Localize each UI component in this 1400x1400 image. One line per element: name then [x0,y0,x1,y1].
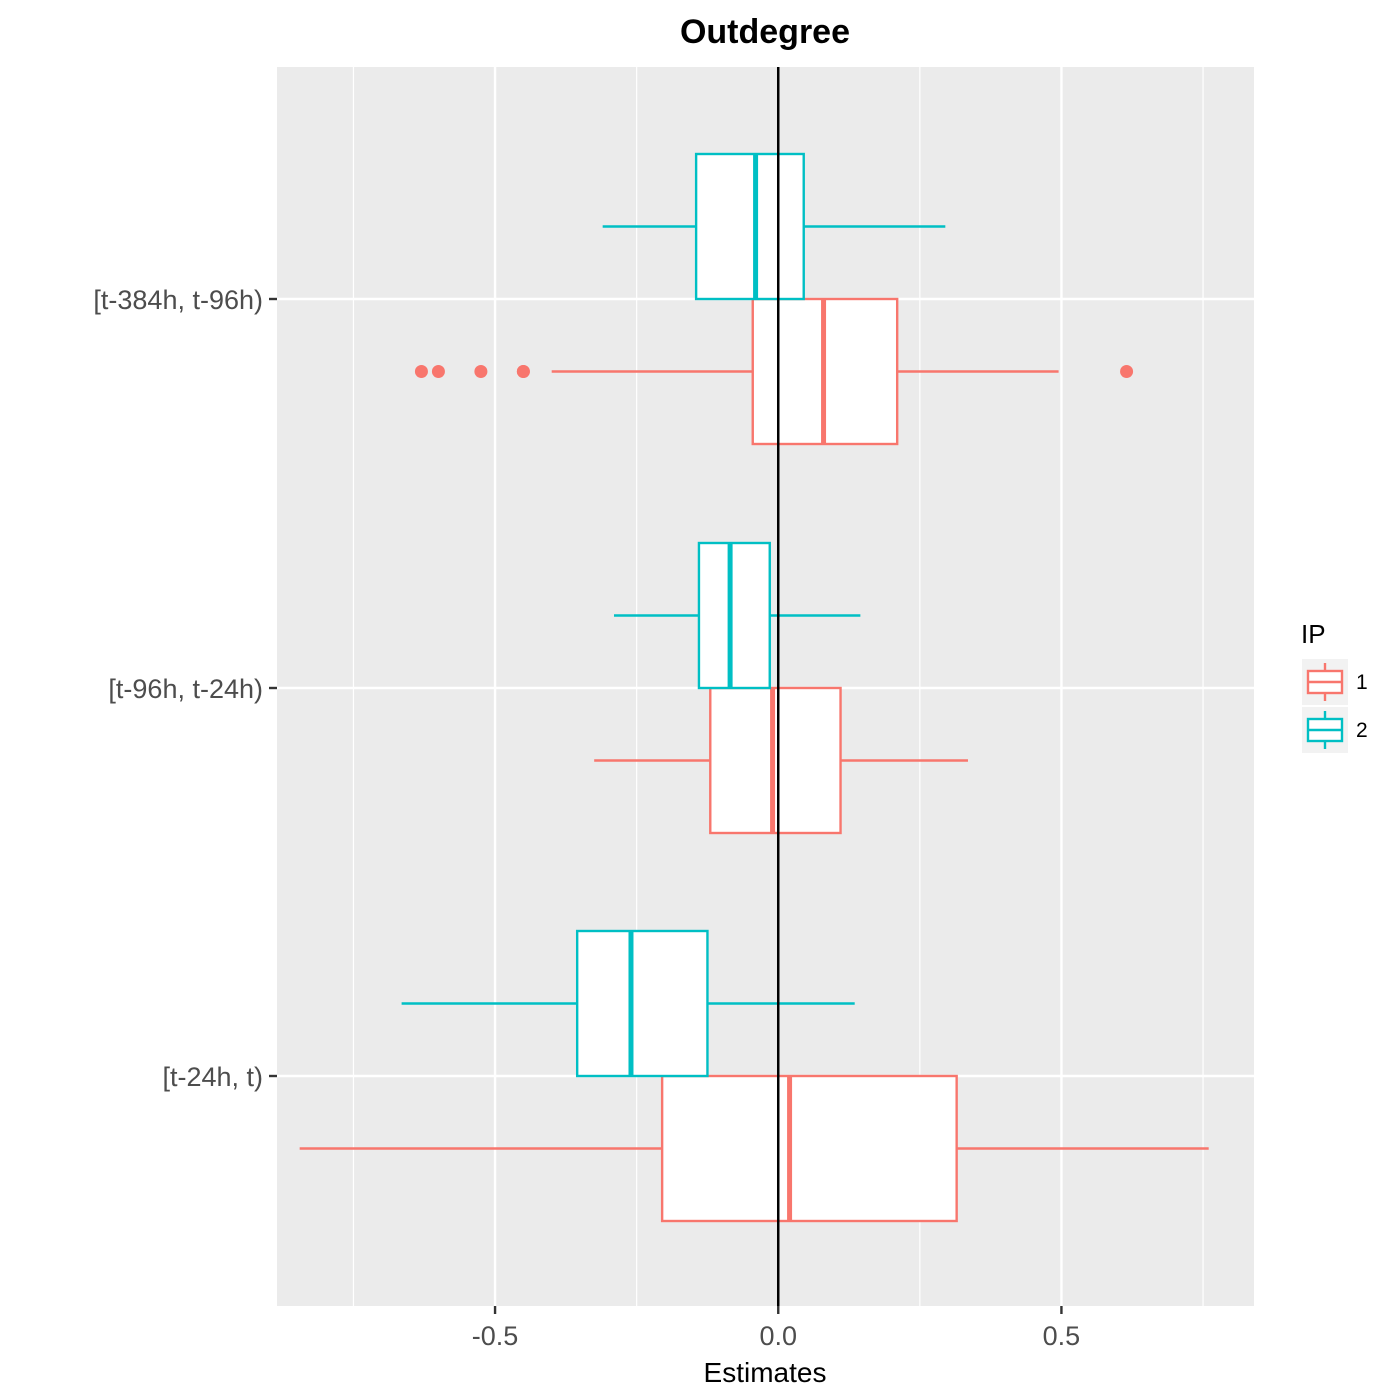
box-iqr [694,152,805,301]
legend-label: 1 [1356,671,1368,694]
x-axis: -0.5 0.0 0.5 [472,1306,1080,1351]
legend-title: IP [1301,619,1326,649]
box-series-1 [594,686,968,835]
box-iqr [697,541,771,690]
outlier-point [431,365,445,378]
box-series-1 [299,1074,1209,1223]
legend-key-2: 2 [1302,707,1368,753]
box-iqr [575,929,709,1078]
y-tick-label: [t-24h, t) [162,1062,263,1092]
outlier-point [474,365,488,378]
x-tick-label: 0.5 [1043,1321,1081,1351]
legend-key-1: 1 [1302,659,1368,705]
outlier-point [1120,365,1134,378]
y-axis: [t-384h, t-96h) [t-96h, t-24h) [t-24h, t) [93,285,277,1092]
outlier-point [414,365,428,378]
x-tick-label: 0.0 [759,1321,797,1351]
y-tick-label: [t-96h, t-24h) [108,674,263,704]
box-series-2 [602,152,946,301]
box-series-1 [414,297,1134,446]
x-tick-label: -0.5 [472,1321,519,1351]
box-series-2 [401,929,855,1078]
legend: IP 1 2 [1301,619,1368,753]
y-tick-label: [t-384h, t-96h) [93,285,263,315]
legend-label: 2 [1356,719,1368,742]
box-iqr [660,1074,958,1223]
outlier-point [516,365,530,378]
chart-title: Outdegree [680,13,850,51]
boxes-layer [299,152,1209,1223]
box-series-2 [613,541,861,690]
x-axis-title: Estimates [704,1357,827,1388]
box-iqr [709,686,842,835]
